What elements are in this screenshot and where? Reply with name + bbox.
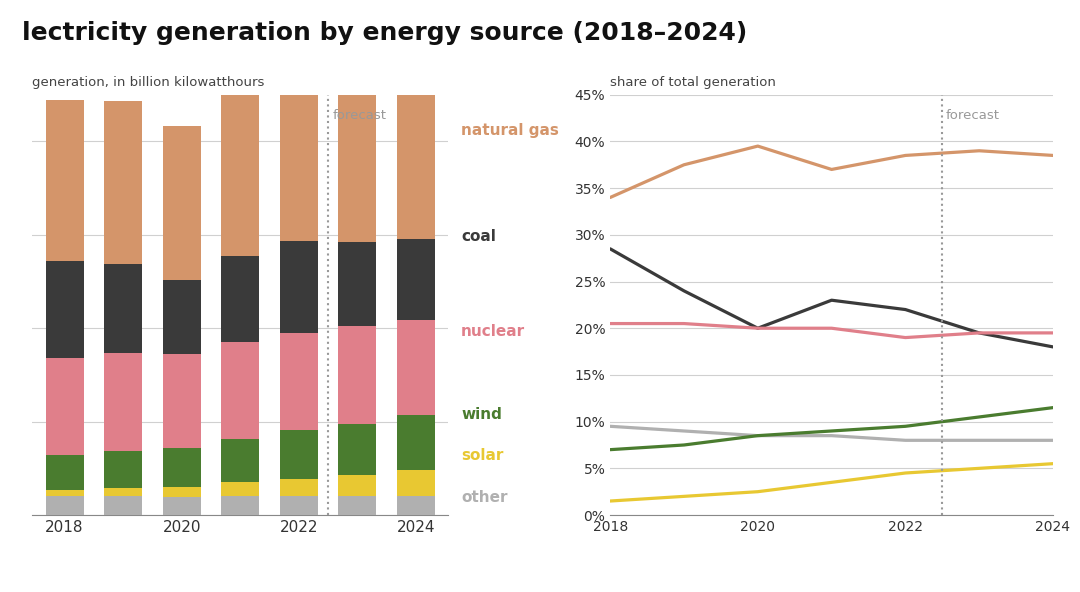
Bar: [163, 487, 201, 497]
Bar: [280, 69, 318, 242]
Bar: [280, 478, 318, 496]
Bar: [45, 100, 83, 261]
Bar: [163, 279, 201, 355]
Bar: [397, 240, 435, 320]
Bar: [163, 448, 201, 487]
Text: other: other: [461, 490, 508, 505]
Bar: [221, 88, 259, 256]
Bar: [397, 415, 435, 470]
Text: wind: wind: [461, 407, 502, 422]
Bar: [397, 320, 435, 415]
Bar: [163, 355, 201, 448]
Bar: [397, 470, 435, 496]
Bar: [397, 77, 435, 240]
Bar: [104, 101, 143, 264]
Text: coal: coal: [461, 229, 496, 244]
Text: solar: solar: [461, 448, 503, 464]
Bar: [338, 423, 377, 475]
Bar: [45, 455, 83, 490]
Bar: [397, 496, 435, 515]
Bar: [280, 242, 318, 333]
Bar: [338, 475, 377, 496]
Bar: [104, 353, 143, 451]
Text: generation, in billion kilowatthours: generation, in billion kilowatthours: [32, 76, 265, 89]
Bar: [45, 261, 83, 358]
Bar: [45, 496, 83, 515]
Bar: [338, 242, 377, 326]
Text: lectricity generation by energy source (2018–2024): lectricity generation by energy source (…: [22, 21, 747, 45]
Bar: [338, 496, 377, 515]
Bar: [221, 256, 259, 342]
Bar: [104, 496, 143, 515]
Bar: [221, 342, 259, 439]
Bar: [163, 497, 201, 515]
Bar: [104, 264, 143, 353]
Bar: [45, 490, 83, 496]
Bar: [280, 333, 318, 430]
Text: share of total generation: share of total generation: [610, 76, 777, 89]
Bar: [280, 496, 318, 515]
Bar: [104, 451, 143, 488]
Text: natural gas: natural gas: [461, 123, 559, 138]
Bar: [221, 482, 259, 496]
Text: forecast: forecast: [946, 110, 1000, 123]
Bar: [45, 358, 83, 455]
Text: nuclear: nuclear: [461, 324, 525, 339]
Bar: [338, 78, 377, 242]
Bar: [221, 439, 259, 482]
Bar: [221, 496, 259, 515]
Bar: [104, 488, 143, 496]
Bar: [163, 127, 201, 279]
Text: forecast: forecast: [333, 110, 387, 123]
Bar: [280, 430, 318, 478]
Bar: [338, 326, 377, 423]
